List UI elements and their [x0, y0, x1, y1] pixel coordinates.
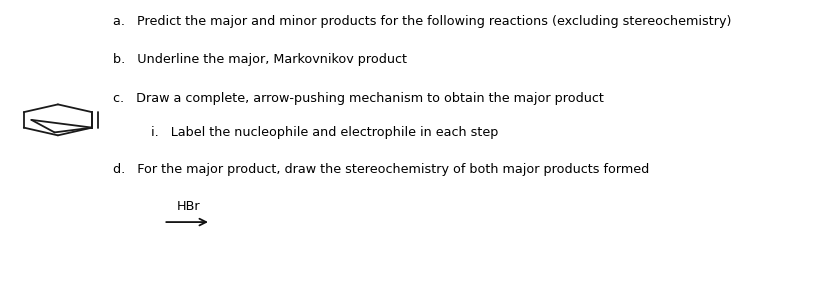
Text: d.   For the major product, draw the stereochemistry of both major products form: d. For the major product, draw the stere…: [112, 163, 648, 176]
Text: b.   Underline the major, Markovnikov product: b. Underline the major, Markovnikov prod…: [112, 53, 406, 66]
Text: a.   Predict the major and minor products for the following reactions (excluding: a. Predict the major and minor products …: [112, 15, 730, 28]
Text: c.   Draw a complete, arrow-pushing mechanism to obtain the major product: c. Draw a complete, arrow-pushing mechan…: [112, 92, 603, 105]
Text: HBr: HBr: [177, 200, 200, 213]
Text: i.   Label the nucleophile and electrophile in each step: i. Label the nucleophile and electrophil…: [151, 126, 497, 139]
